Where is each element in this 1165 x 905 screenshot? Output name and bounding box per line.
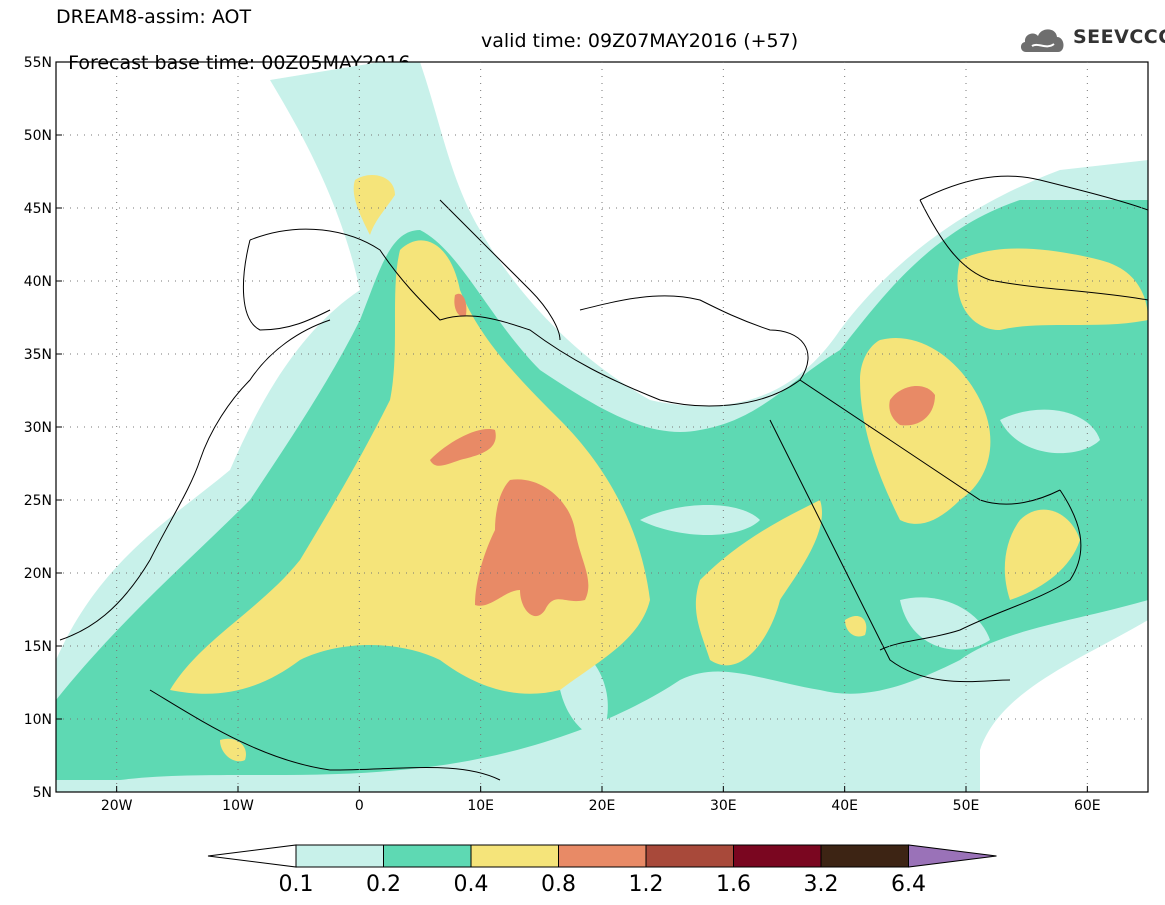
colorbar-swatch bbox=[295, 844, 384, 868]
colorbar-level-label: 1.2 bbox=[628, 872, 664, 897]
aot-level-0.8 bbox=[475, 479, 589, 617]
colorbar-over-triangle bbox=[908, 844, 997, 868]
cloud-logo-icon bbox=[1020, 29, 1064, 52]
colorbar-level-label: 0.4 bbox=[453, 872, 489, 897]
lat-label: 45N bbox=[24, 201, 52, 217]
lat-label: 50N bbox=[24, 128, 52, 144]
lat-label: 55N bbox=[24, 55, 52, 71]
colorbar-swatch bbox=[558, 844, 647, 868]
lat-label: 30N bbox=[24, 420, 52, 436]
lat-label: 5N bbox=[33, 785, 52, 801]
colorbar-swatch bbox=[470, 844, 559, 868]
colorbar-level-label: 1.6 bbox=[716, 872, 751, 897]
colorbar-level-label: 0.2 bbox=[366, 872, 401, 897]
graticule bbox=[56, 61, 1148, 793]
colorbar-swatch bbox=[733, 844, 822, 868]
lat-label: 15N bbox=[24, 639, 52, 655]
lon-label: 30E bbox=[710, 798, 737, 814]
colorbar-swatch bbox=[645, 844, 734, 868]
logo-text: SEEVCCC bbox=[1073, 26, 1165, 48]
latitude-labels: 55N 50N 45N 40N 35N 30N 25N 20N 15N 10N 5N bbox=[24, 55, 52, 801]
lat-label: 35N bbox=[24, 347, 52, 363]
lon-label: 50E bbox=[953, 798, 980, 814]
colorbar-swatch bbox=[820, 844, 909, 868]
lon-label: 40E bbox=[831, 798, 858, 814]
lon-label: 10E bbox=[467, 798, 494, 814]
lon-label: 0 bbox=[355, 798, 364, 814]
colorbar-level-label: 0.1 bbox=[278, 872, 314, 897]
lon-label: 20E bbox=[589, 798, 616, 814]
colorbar-level-label: 3.2 bbox=[803, 872, 839, 897]
seevccc-logo: SEEVCCC bbox=[1018, 22, 1165, 56]
colorbar-swatch bbox=[383, 844, 472, 868]
model-title: DREAM8-assim: AOT bbox=[56, 6, 252, 28]
longitude-labels: 20W 10W 0 10E 20E 30E 40E 50E 60E bbox=[101, 798, 1101, 814]
lat-label: 40N bbox=[24, 274, 52, 290]
colorbar-level-label: 0.8 bbox=[541, 872, 576, 897]
colorbar bbox=[207, 844, 997, 868]
lon-label: 10W bbox=[222, 798, 254, 814]
colorbar-level-label: 6.4 bbox=[891, 872, 926, 897]
lat-label: 25N bbox=[24, 493, 52, 509]
lat-label: 10N bbox=[24, 712, 52, 728]
lon-label: 60E bbox=[1074, 798, 1101, 814]
lat-label: 20N bbox=[24, 566, 52, 582]
colorbar-under-triangle bbox=[207, 844, 297, 868]
coastlines bbox=[59, 175, 1148, 781]
valid-time: valid time: 09Z07MAY2016 (+57) bbox=[481, 30, 799, 52]
lon-label: 20W bbox=[101, 798, 133, 814]
